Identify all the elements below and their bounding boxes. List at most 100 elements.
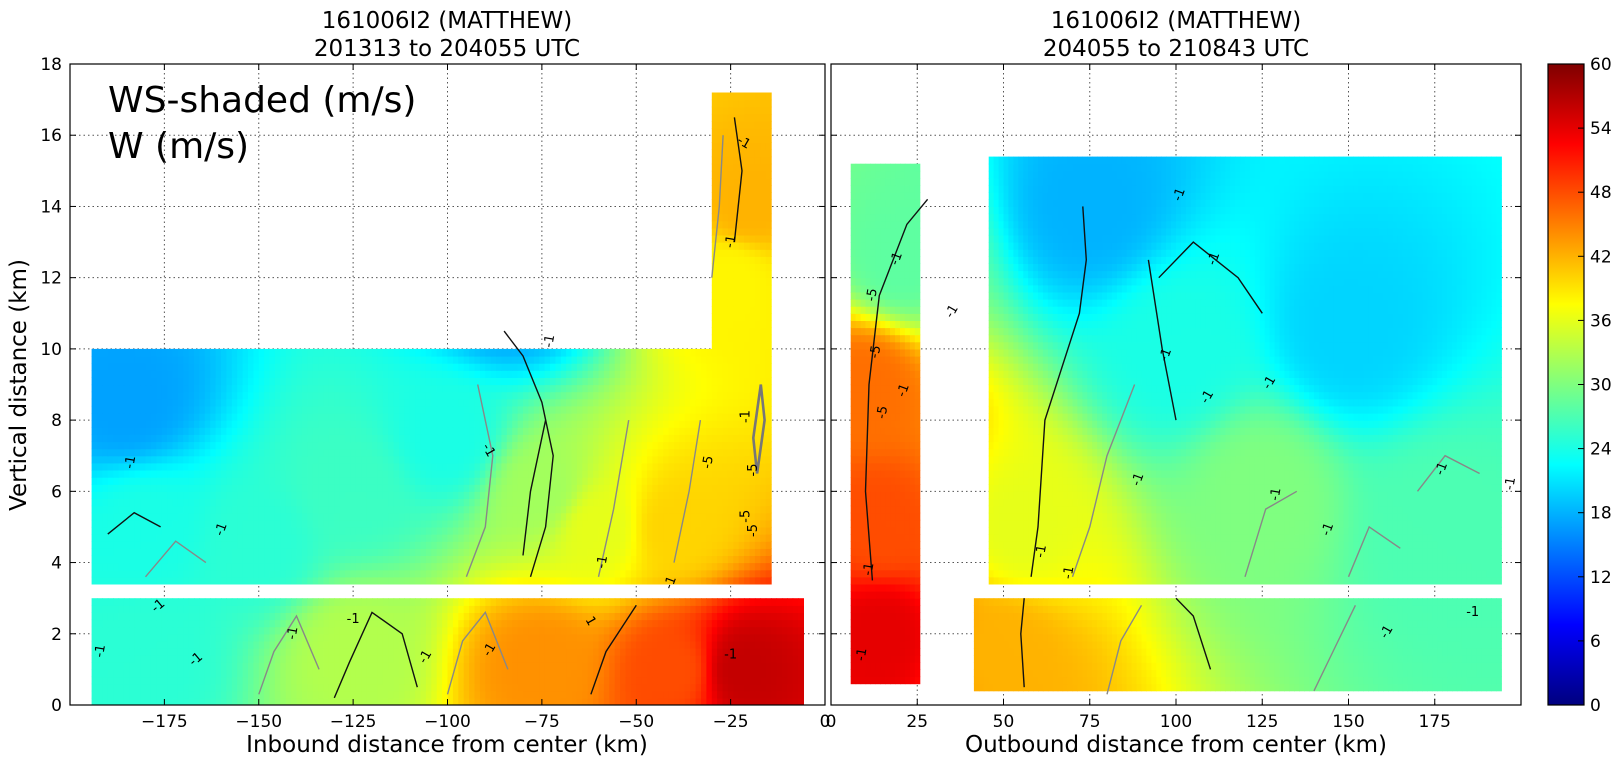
ws-cell [609,484,616,492]
ws-cell [382,498,389,507]
ws-cell [194,541,200,549]
ws-cell [463,576,470,585]
ws-cell [269,605,276,613]
ws-cell [560,548,567,556]
ws-cell [242,498,249,507]
ws-cell [442,548,449,556]
ws-cell [183,420,190,428]
ws-cell [469,697,476,705]
ws-cell [523,534,529,542]
ws-cell [738,491,745,499]
ws-cell [409,519,416,528]
ws-cell [253,548,260,556]
ws-cell [91,505,98,514]
ws-cell [237,640,244,649]
ws-cell [512,484,519,492]
ws-cell [172,690,179,699]
ws-cell [625,640,632,649]
ws-cell [533,519,540,528]
ws-cell [404,697,411,705]
ws-cell [555,427,562,435]
ws-cell [733,576,740,585]
ws-cell [463,683,470,692]
ws-cell [113,427,120,435]
ws-cell [593,605,600,613]
ws-cell [226,434,233,443]
ws-cell [560,669,567,678]
ws-cell [199,541,206,549]
ws-cell [345,669,351,678]
ws-cell [566,519,573,528]
ws-cell [647,484,653,492]
ws-cell [188,697,195,705]
ws-cell [517,619,524,628]
ws-cell [706,562,713,571]
ws-cell [539,576,546,585]
ws-cell [350,477,357,485]
ws-cell [226,633,233,642]
ws-cell [188,619,195,628]
ws-cell [172,697,179,705]
ws-cell [485,555,492,564]
ws-cell [663,491,670,499]
ws-cell [118,491,125,499]
ws-cell [264,455,271,464]
ws-cell [436,598,443,606]
ws-cell [355,612,362,621]
ws-cell [792,612,799,621]
ws-cell [566,413,573,421]
ws-cell [690,470,697,478]
ws-cell [717,534,724,542]
ws-cell [248,612,254,621]
ws-cell [393,676,400,685]
ws-cell [409,612,416,621]
ws-cell [399,448,405,457]
ws-cell [134,470,141,478]
ws-cell [355,697,362,705]
ws-cell [609,669,616,678]
ws-cell [560,420,567,428]
ws-cell [226,420,233,428]
ws-cell [733,455,740,464]
ws-cell [625,548,632,556]
ws-cell [334,434,341,443]
ws-cell [167,605,174,613]
ws-cell [571,662,578,670]
ws-cell [231,555,238,564]
ws-cell [501,420,508,428]
ws-cell [183,498,190,507]
ws-cell [355,441,362,450]
ws-cell [550,655,556,663]
ws-cell [576,477,583,485]
ws-cell [798,662,804,670]
ws-cell [150,690,157,699]
ws-cell [301,640,308,649]
ws-cell [463,534,470,542]
ws-cell [167,462,174,471]
ws-cell [571,690,578,699]
ws-cell [620,626,627,635]
ws-cell [598,541,605,549]
ws-cell [366,462,373,471]
ws-cell [382,619,389,628]
ws-cell [156,420,163,428]
ws-cell [274,662,281,670]
ws-cell [652,569,659,578]
ws-cell [258,655,265,663]
ws-cell [701,569,707,578]
ws-cell [194,427,200,435]
ws-cell [204,626,211,635]
ws-cell [679,548,686,556]
ws-cell [204,491,211,499]
ws-cell [226,470,233,478]
ws-cell [307,598,314,606]
ws-cell [345,598,351,606]
ws-cell [334,491,341,499]
ws-cell [307,676,314,685]
ws-cell [91,455,98,464]
ws-cell [727,491,734,499]
ws-cell [172,420,179,428]
ws-cell [582,576,589,585]
ws-cell [177,498,184,507]
ws-cell [469,576,476,585]
